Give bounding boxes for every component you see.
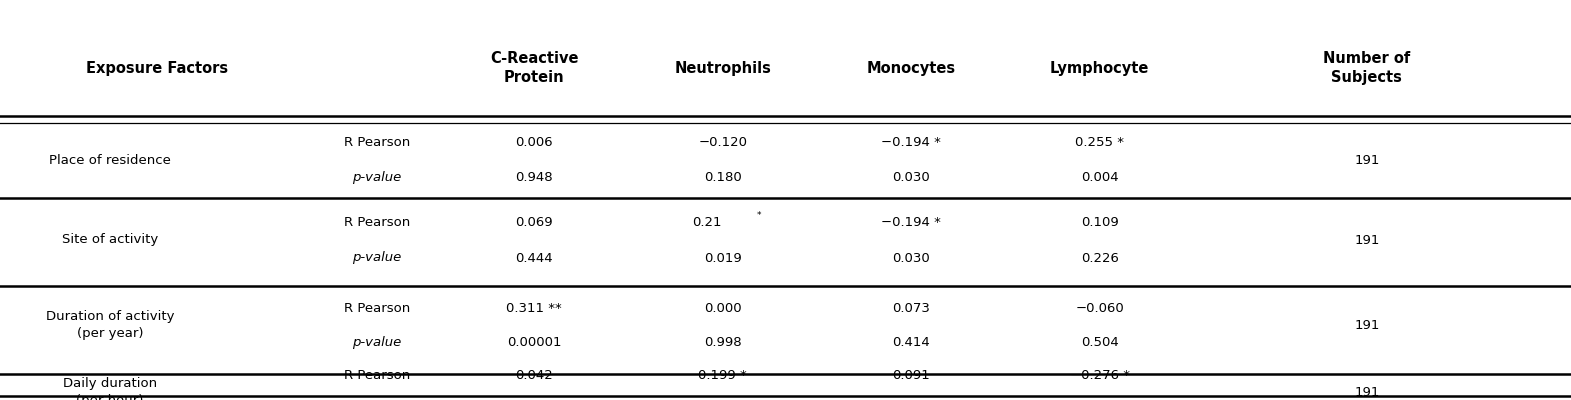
Text: −0.276 *: −0.276 * [1070,369,1130,382]
Text: Place of residence: Place of residence [49,154,171,166]
Text: −0.194 *: −0.194 * [881,216,941,229]
Text: 191: 191 [1354,154,1379,166]
Text: Site of activity: Site of activity [61,234,159,246]
Text: 0.030: 0.030 [892,252,930,264]
Text: 0.199 *: 0.199 * [698,369,748,382]
Text: 191: 191 [1354,319,1379,332]
Text: 0.948: 0.948 [515,172,553,184]
Text: Monocytes: Monocytes [867,60,955,76]
Text: Duration of activity
(per year): Duration of activity (per year) [46,310,174,340]
Text: 0.255 *: 0.255 * [1075,136,1125,149]
Text: Exposure Factors: Exposure Factors [86,60,228,76]
Text: 0.004: 0.004 [1081,172,1119,184]
Text: 0.21: 0.21 [693,216,721,229]
Text: −0.060: −0.060 [1075,302,1125,314]
Text: 0.226: 0.226 [1081,252,1119,264]
Text: 191: 191 [1354,234,1379,246]
Text: R Pearson: R Pearson [344,136,410,149]
Text: 0.042: 0.042 [515,369,553,382]
Text: *: * [757,211,760,220]
Text: 0.019: 0.019 [704,252,742,264]
Text: 0.998: 0.998 [704,336,742,349]
Text: 191: 191 [1354,386,1379,398]
Text: 0.000: 0.000 [704,302,742,314]
Text: Neutrophils: Neutrophils [674,60,771,76]
Text: 0.311 **: 0.311 ** [506,302,562,314]
Text: 0.030: 0.030 [892,172,930,184]
Text: Daily duration
(per hour): Daily duration (per hour) [63,377,157,400]
Text: −0.120: −0.120 [698,136,748,149]
Text: 0.180: 0.180 [704,172,742,184]
Text: C-Reactive
Protein: C-Reactive Protein [490,51,578,85]
Text: 0.006: 0.006 [515,136,553,149]
Text: Lymphocyte: Lymphocyte [1049,60,1150,76]
Text: 0.073: 0.073 [892,302,930,314]
Text: Number of
Subjects: Number of Subjects [1323,51,1411,85]
Text: −0.194 *: −0.194 * [881,136,941,149]
Text: 0.444: 0.444 [515,252,553,264]
Text: 0.414: 0.414 [892,336,930,349]
Text: R Pearson: R Pearson [344,302,410,314]
Text: p-value: p-value [352,172,402,184]
Text: 0.504: 0.504 [1081,336,1119,349]
Text: p-value: p-value [352,336,402,349]
Text: 0.00001: 0.00001 [507,336,561,349]
Text: 0.109: 0.109 [1081,216,1119,229]
Text: p-value: p-value [352,252,402,264]
Text: R Pearson: R Pearson [344,216,410,229]
Text: 0.091: 0.091 [892,369,930,382]
Text: R Pearson: R Pearson [344,369,410,382]
Text: 0.069: 0.069 [515,216,553,229]
